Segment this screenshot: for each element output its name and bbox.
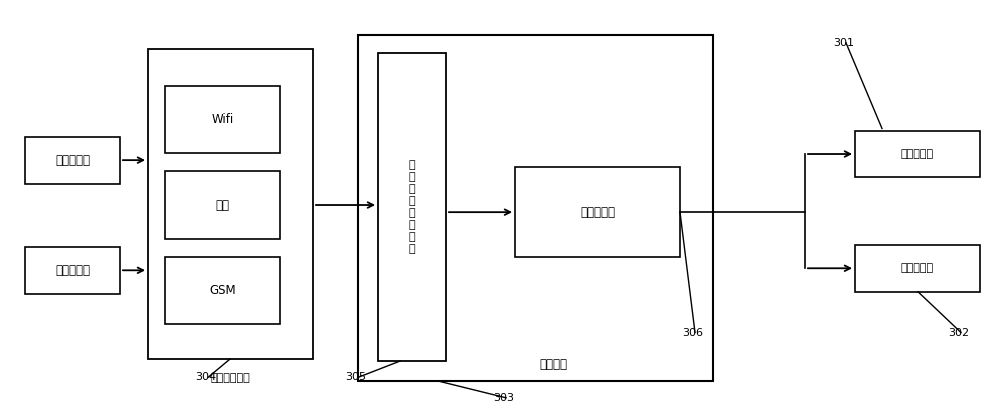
Text: 306: 306 <box>682 328 703 337</box>
Text: Wifi: Wifi <box>211 113 234 126</box>
Text: 云端服务器: 云端服务器 <box>580 206 615 219</box>
Bar <box>165 86 280 153</box>
Bar <box>148 49 313 359</box>
Text: 302: 302 <box>948 328 969 337</box>
Text: 信
息
存
储
传
输
单
元: 信 息 存 储 传 输 单 元 <box>409 160 415 254</box>
Text: 303: 303 <box>493 393 514 403</box>
Bar <box>165 257 280 324</box>
Text: 速度传感器: 速度传感器 <box>55 264 90 277</box>
Text: 控制装置: 控制装置 <box>539 358 567 371</box>
Text: 无线通讯单元: 无线通讯单元 <box>211 373 250 384</box>
Text: 蓝牙: 蓝牙 <box>216 199 230 211</box>
Bar <box>25 247 120 294</box>
Text: 304: 304 <box>195 373 216 382</box>
Bar <box>25 137 120 184</box>
Bar <box>855 245 980 292</box>
Bar <box>358 35 713 381</box>
Bar <box>165 171 280 239</box>
Bar <box>378 53 446 361</box>
Text: GSM: GSM <box>209 284 236 297</box>
Bar <box>515 167 680 257</box>
Text: 305: 305 <box>345 373 366 382</box>
Text: 速度调节器: 速度调节器 <box>901 263 934 273</box>
Text: 温度传感器: 温度传感器 <box>55 154 90 166</box>
Text: 温度调节器: 温度调节器 <box>901 149 934 159</box>
Bar <box>855 131 980 177</box>
Text: 301: 301 <box>833 38 854 48</box>
